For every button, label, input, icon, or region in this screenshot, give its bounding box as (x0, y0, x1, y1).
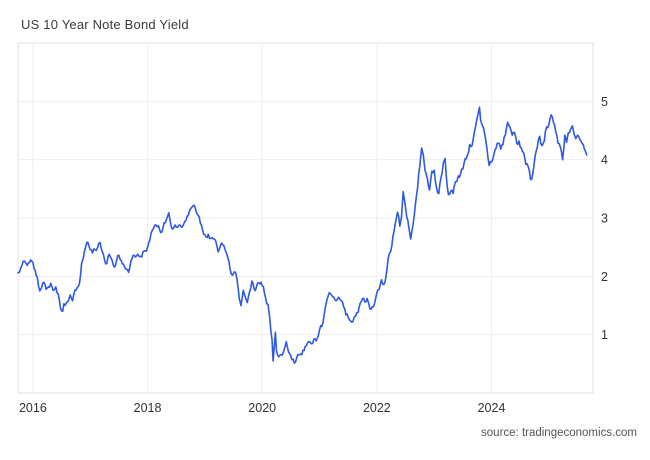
x-tick-label: 2016 (19, 401, 47, 415)
x-tick-label: 2018 (134, 401, 162, 415)
plot-border (17, 42, 594, 394)
x-tick-label: 2024 (478, 401, 506, 415)
chart-title: US 10 Year Note Bond Yield (21, 17, 189, 32)
yield-line (17, 106, 588, 364)
x-tick-label: 2022 (363, 401, 391, 415)
y-tick-label: 4 (601, 153, 608, 167)
y-tick-label: 1 (601, 328, 608, 342)
y-tick-label: 5 (601, 95, 608, 109)
y-tick-label: 2 (601, 270, 608, 284)
source-attribution: source: tradingeconomics.com (481, 427, 637, 439)
x-tick-label: 2020 (248, 401, 276, 415)
y-tick-label: 3 (601, 212, 608, 226)
